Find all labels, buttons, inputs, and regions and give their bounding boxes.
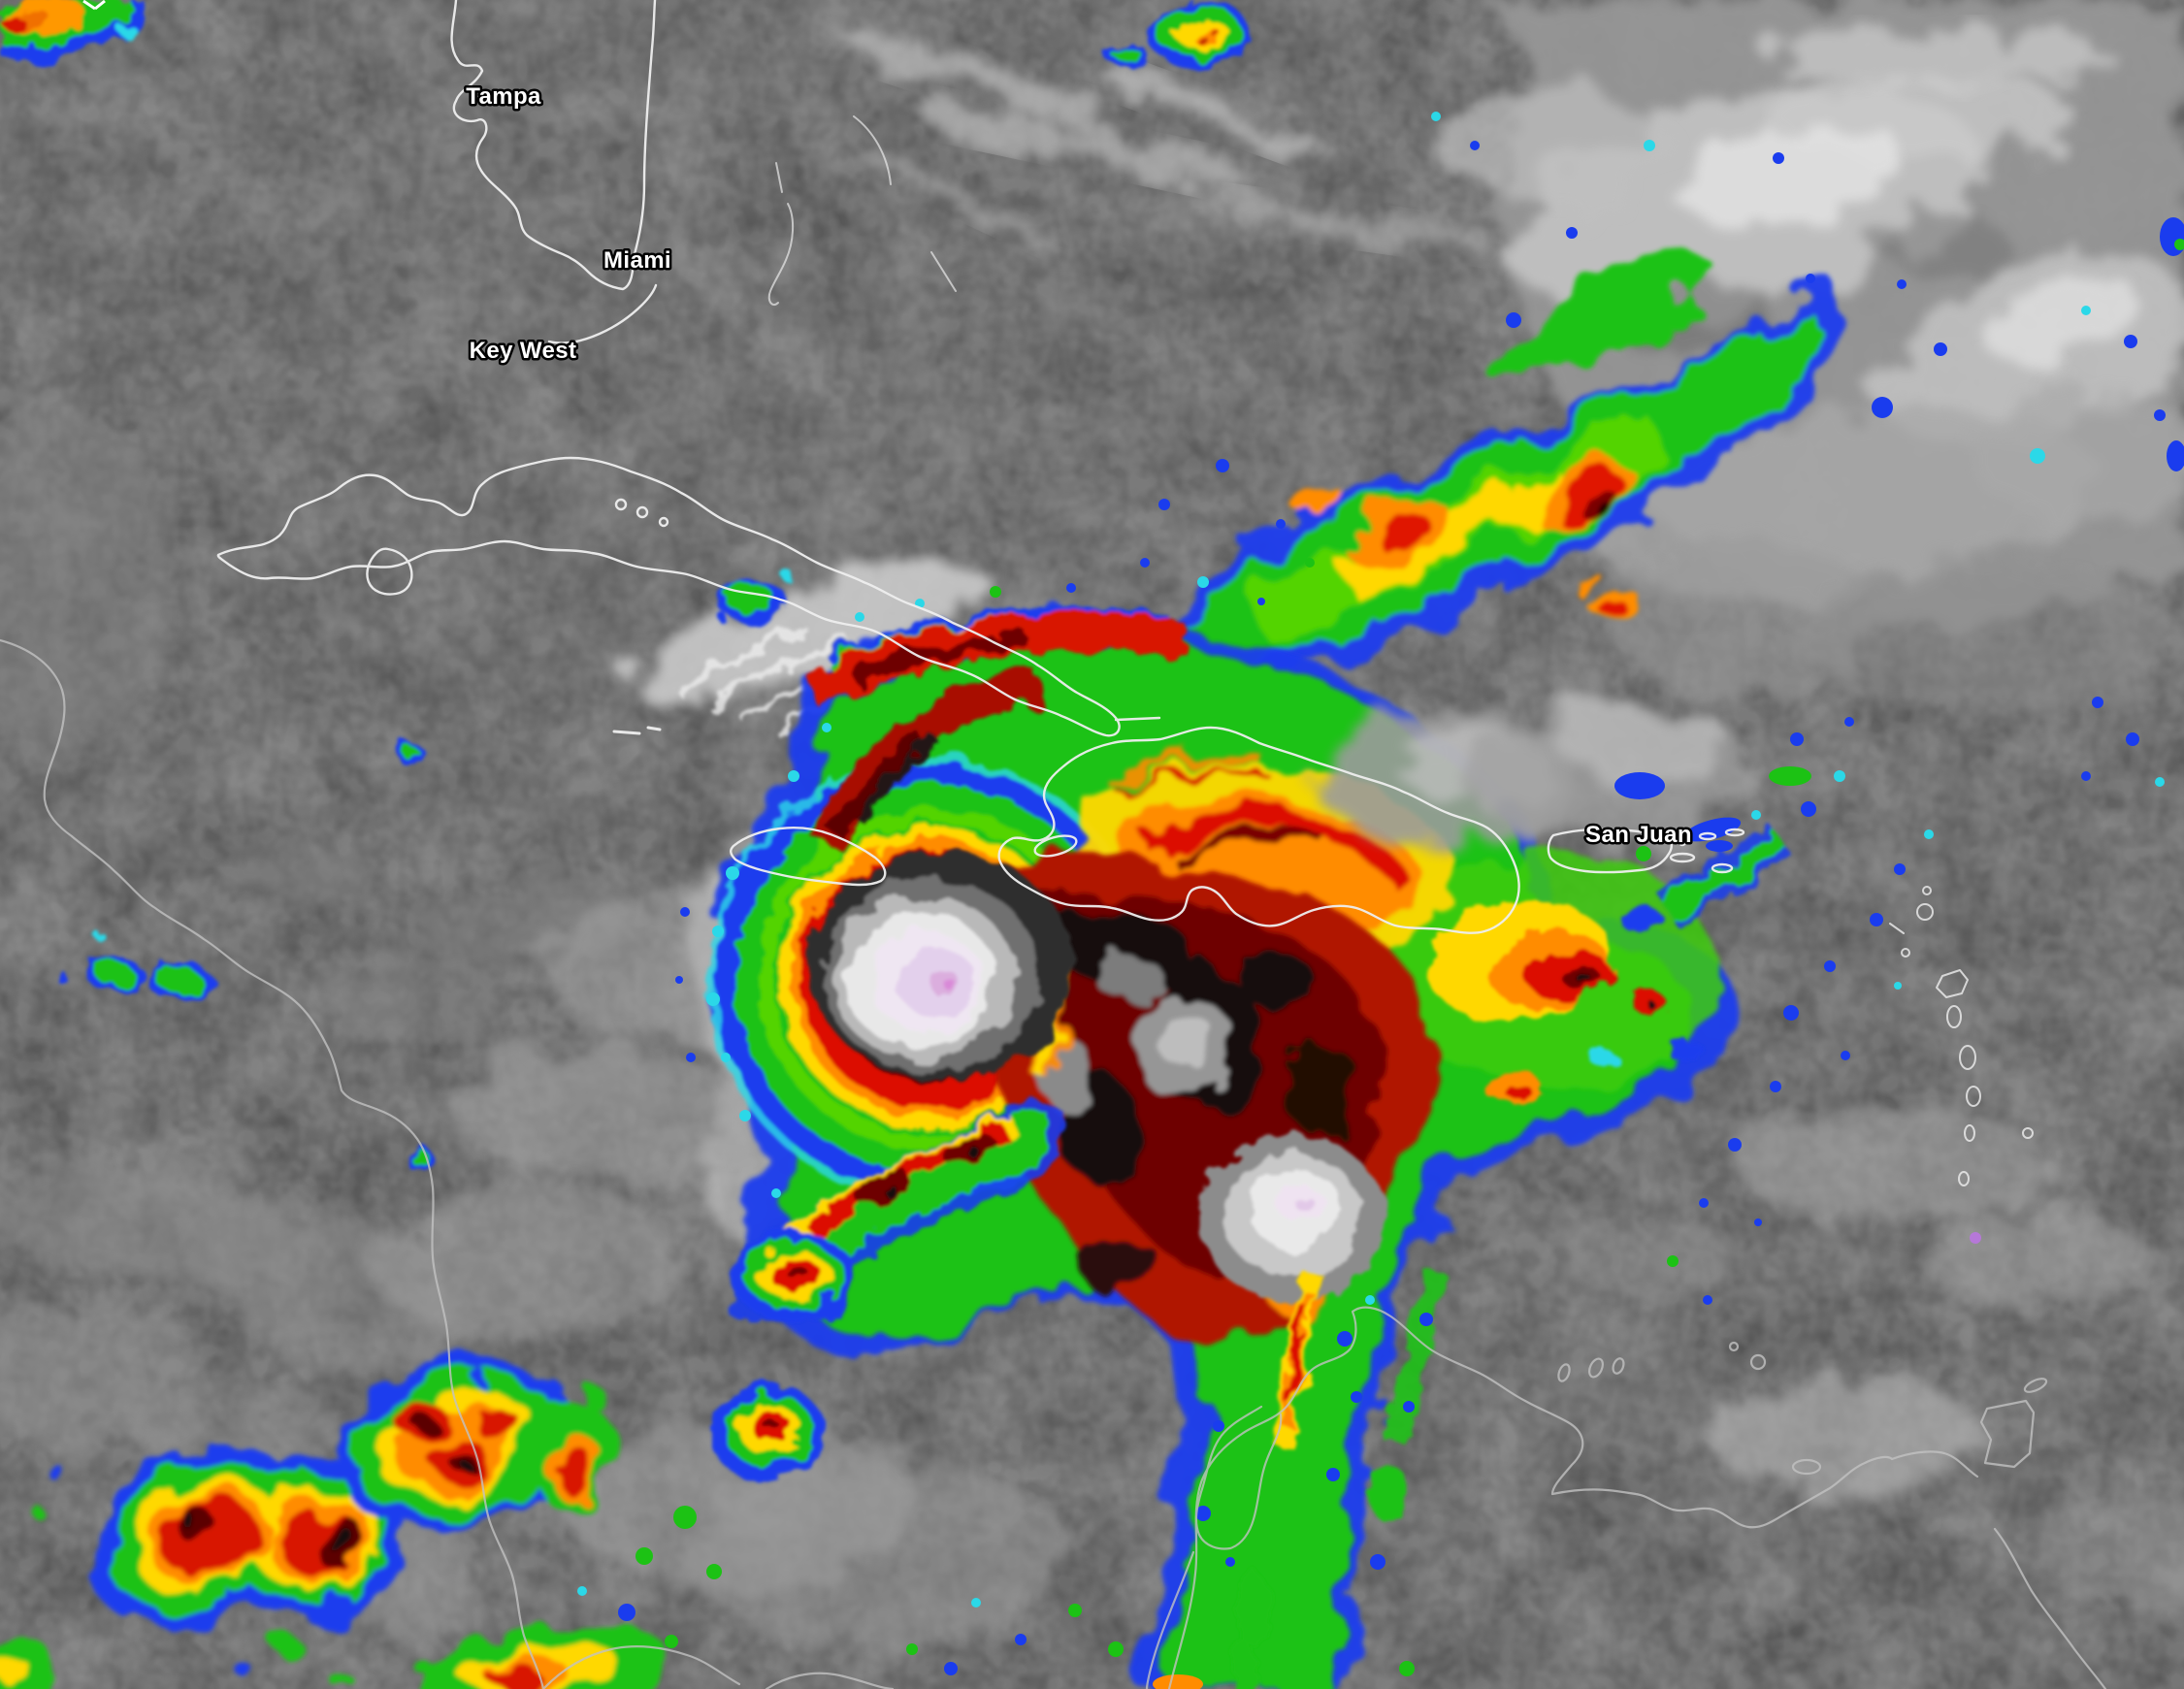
city-label-san-juan: San Juan bbox=[1585, 822, 1692, 848]
north-eyewall-arc bbox=[810, 667, 1040, 852]
cloud-glint bbox=[82, 0, 106, 11]
cold-purple-speck bbox=[1970, 1232, 1981, 1244]
coastline-layer bbox=[0, 0, 2107, 1689]
storm-fringe-speckles bbox=[577, 583, 1433, 1689]
eye-coldest-pixel bbox=[945, 980, 957, 991]
southwest-band bbox=[710, 1096, 1066, 1482]
secondary-overcast bbox=[1199, 1135, 1385, 1302]
east-lobe bbox=[1426, 824, 1793, 1106]
city-label-miami: Miami bbox=[603, 247, 671, 274]
city-label-tampa: Tampa bbox=[466, 83, 541, 110]
cuba-coast-band bbox=[802, 607, 1187, 708]
storm-cell-top-left bbox=[0, 0, 145, 62]
storm-cells-top-center bbox=[1104, 2, 1253, 68]
storm-eye-cdo bbox=[810, 851, 1072, 1080]
northeast-band-speckles bbox=[1140, 112, 2184, 605]
western-speckles bbox=[56, 742, 433, 1172]
coastline-central-south-america bbox=[0, 638, 2107, 1689]
main-storm bbox=[577, 583, 1793, 1689]
gray-cloud-layer bbox=[0, 0, 2184, 1649]
city-label-key-west: Key West bbox=[470, 338, 577, 364]
central-america-convection bbox=[0, 1362, 668, 1689]
city-labels: Tampa Miami Key West San Juan bbox=[464, 81, 1694, 851]
northeast-rainband bbox=[1116, 258, 1847, 694]
coastline-florida-antilles bbox=[216, 0, 2034, 1186]
warm-overlay-clouds bbox=[1310, 708, 1756, 844]
south-tail bbox=[1230, 1268, 1446, 1689]
east-speckles bbox=[1614, 697, 2165, 1305]
